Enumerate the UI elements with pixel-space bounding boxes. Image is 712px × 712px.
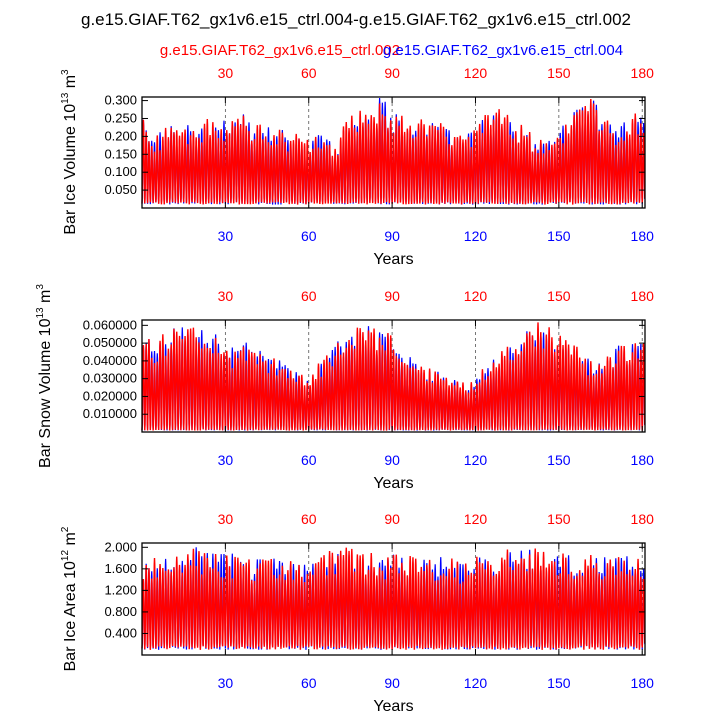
x-tick-label-top: 90 <box>384 511 400 527</box>
y-tick-label: 0.200 <box>104 128 137 143</box>
plot-frame <box>141 542 646 656</box>
x-tick-label-top: 60 <box>301 65 317 81</box>
y-tick-label: 0.800 <box>104 604 137 619</box>
x-tick-label-bottom: 60 <box>301 675 317 691</box>
x-tick-label-bottom: 90 <box>384 452 400 468</box>
x-tick-label-bottom: 120 <box>464 452 488 468</box>
x-tick-label-bottom: 180 <box>631 675 655 691</box>
y-tick-label: 1.600 <box>104 561 137 576</box>
chart-panel: 0.010000 0.020000 0.030000 0.040000 0.050000… <box>35 284 654 492</box>
x-tick-label-bottom: 90 <box>384 228 400 244</box>
x-tick-label-bottom: 30 <box>218 452 234 468</box>
x-tick-label-bottom: 150 <box>547 228 571 244</box>
x-tick-label-bottom: 180 <box>631 452 655 468</box>
y-tick-label: 0.040000 <box>83 353 137 368</box>
x-tick-label-bottom: 150 <box>547 675 571 691</box>
x-tick-label-top: 120 <box>464 511 488 527</box>
x-tick-label-bottom: 30 <box>218 675 234 691</box>
y-axis-label: Bar Snow Volume 1013 m3 <box>35 284 54 468</box>
x-tick-label-top: 120 <box>464 65 488 81</box>
plot-frame <box>141 96 646 209</box>
x-axis-label: Years <box>373 251 413 268</box>
y-tick-label: 1.200 <box>104 582 137 597</box>
x-tick-label-bottom: 60 <box>301 228 317 244</box>
x-tick-label-top: 90 <box>384 65 400 81</box>
x-tick-label-top: 180 <box>631 65 655 81</box>
x-tick-label-bottom: 150 <box>547 452 571 468</box>
x-axis-label: Years <box>373 475 413 492</box>
x-tick-label-top: 180 <box>631 288 655 304</box>
y-axis-label: Bar Ice Volume 1013 m3 <box>60 69 79 235</box>
series-line <box>141 322 646 431</box>
page-title: g.e15.GIAF.T62_gx1v6.e15_ctrl.004-g.e15.… <box>81 10 631 29</box>
y-tick-label: 0.010000 <box>83 406 137 421</box>
x-tick-label-top: 90 <box>384 288 400 304</box>
y-tick-label: 0.020000 <box>83 388 137 403</box>
plot-frame <box>141 319 646 433</box>
x-tick-label-bottom: 90 <box>384 675 400 691</box>
x-tick-label-bottom: 180 <box>631 228 655 244</box>
x-tick-label-top: 150 <box>547 65 571 81</box>
x-tick-label-bottom: 120 <box>464 228 488 244</box>
y-tick-label: 0.100 <box>104 164 137 179</box>
x-tick-label-bottom: 30 <box>218 228 234 244</box>
x-tick-label-top: 60 <box>301 511 317 527</box>
x-tick-label-top: 150 <box>547 511 571 527</box>
chart-panel: 0.050 0.100 0.150 0.200 0.250 0.300 30 30 60 60 90… <box>60 65 654 268</box>
x-tick-label-top: 60 <box>301 288 317 304</box>
y-tick-label: 0.150 <box>104 146 137 161</box>
y-tick-label: 0.030000 <box>83 371 137 386</box>
series-line <box>141 547 646 650</box>
x-tick-label-top: 30 <box>218 288 234 304</box>
legend-red-run: g.e15.GIAF.T62_gx1v6.e15_ctrl.002 <box>160 42 400 59</box>
y-axis-label: Bar Ice Area 1012 m2 <box>60 526 79 671</box>
x-tick-label-top: 150 <box>547 288 571 304</box>
x-tick-label-bottom: 60 <box>301 452 317 468</box>
y-tick-label: 0.050 <box>104 182 137 197</box>
x-tick-label-top: 120 <box>464 288 488 304</box>
x-tick-label-bottom: 120 <box>464 675 488 691</box>
x-tick-label-top: 30 <box>218 511 234 527</box>
y-tick-label: 0.400 <box>104 625 137 640</box>
y-tick-label: 0.250 <box>104 110 137 125</box>
y-tick-label: 0.060000 <box>83 317 137 332</box>
series-line <box>141 98 646 205</box>
chart-panel: 0.400 0.800 1.200 1.600 2.000 30 30 60 60 90 90 120… <box>60 511 654 712</box>
y-tick-label: 0.050000 <box>83 335 137 350</box>
y-tick-label: 2.000 <box>104 539 137 554</box>
y-tick-label: 0.300 <box>104 93 137 108</box>
legend-blue-run: g.e15.GIAF.T62_gx1v6.e15_ctrl.004 <box>383 42 623 59</box>
x-tick-label-top: 180 <box>631 511 655 527</box>
x-tick-label-top: 30 <box>218 65 234 81</box>
chart-panels: 0.050 0.100 0.150 0.200 0.250 0.300 30 30 60 60 90… <box>35 65 654 712</box>
x-axis-label: Years <box>373 698 413 712</box>
